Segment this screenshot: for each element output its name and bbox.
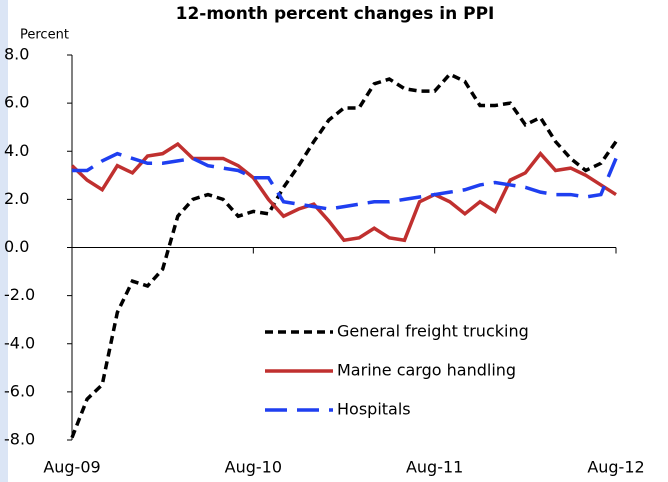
series-line — [72, 151, 618, 211]
y-tick-label: 2.0 — [4, 189, 29, 208]
x-tick-label: Aug-12 — [587, 458, 644, 477]
y-tick-label: -6.0 — [4, 381, 35, 400]
x-tick-label: Aug-09 — [43, 458, 100, 477]
series-line — [70, 141, 617, 243]
y-tick-label: -4.0 — [4, 333, 35, 352]
y-tick-label: -2.0 — [4, 285, 35, 304]
y-tick-label: 4.0 — [4, 141, 29, 160]
x-tick-label: Aug-10 — [225, 458, 282, 477]
y-tick-label: 6.0 — [4, 93, 29, 112]
x-tick-label: Aug-11 — [406, 458, 463, 477]
series-line — [70, 72, 618, 439]
legend-label: General freight trucking — [337, 322, 529, 341]
legend-label: Hospitals — [337, 400, 411, 419]
y-tick-label: 0.0 — [4, 237, 29, 256]
legend-label: Marine cargo handling — [337, 361, 516, 380]
side-strip — [0, 0, 8, 482]
chart-title: 12-month percent changes in PPI — [176, 4, 495, 24]
y-tick-label: 8.0 — [4, 45, 29, 64]
y-axis-label: Percent — [20, 28, 69, 43]
y-tick-label: -8.0 — [4, 430, 35, 449]
